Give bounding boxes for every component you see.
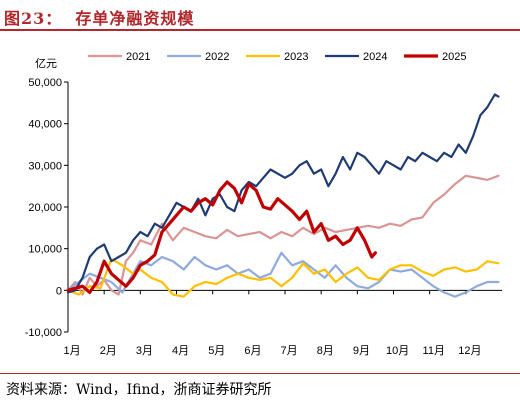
x-tick-label: 10月 [386,345,409,357]
series-line-2025 [66,180,377,294]
chart-legend: 2021 2022 2023 2024 2025 [88,51,466,63]
x-tick-label: 2月 [100,345,117,357]
x-tick-label: 7月 [281,345,298,357]
y-tick-label: 40,000 [28,119,62,131]
line-chart: 亿元 2021 2022 2023 2024 2025 -10,000 0 10,000 20… [25,51,502,357]
x-axis: 1月 2月 3月 4月 5月 6月 7月 8月 9月 10月 11月 12月 [64,289,502,357]
legend-item-2022: 2022 [167,51,229,63]
x-tick-label: 6月 [244,345,261,357]
x-tick-label: 5月 [208,345,225,357]
legend-label: 2021 [126,51,150,63]
y-tick-label: -10,000 [25,327,62,339]
legend-item-2021: 2021 [88,51,150,63]
legend-label: 2025 [442,51,466,63]
x-tick-label: 1月 [64,345,81,357]
legend-item-2024: 2024 [325,51,387,63]
source-rule [0,373,520,374]
y-tick-label: 10,000 [28,244,62,256]
legend-label: 2024 [363,51,387,63]
y-tick-label: 50,000 [28,77,62,89]
y-tick-label: 30,000 [28,160,62,172]
figure-title: 图23： 存单净融资规模 [4,9,195,28]
title-rule [0,29,520,31]
legend-item-2025: 2025 [404,51,466,63]
y-axis-unit-label: 亿元 [35,57,57,70]
series-line-2022 [66,251,500,298]
y-axis: -10,000 0 10,000 20,000 30,000 40,000 50,000 [25,77,69,339]
x-tick-label: 4月 [172,345,189,357]
x-tick-label: 11月 [423,345,445,357]
x-tick-label: 9月 [353,345,370,357]
series-line-2024 [66,93,500,294]
y-tick-label: 0 [56,285,62,297]
legend-label: 2023 [284,51,308,63]
x-tick-label: 3月 [136,345,153,357]
y-tick-label: 20,000 [28,202,62,214]
x-tick-label: 12月 [458,345,481,357]
source-note: 资料来源：Wind，Ifind，浙商证券研究所 [6,382,272,398]
chart-series [66,93,500,298]
legend-item-2023: 2023 [246,51,308,63]
legend-label: 2022 [205,51,229,63]
x-tick-label: 8月 [317,345,334,357]
